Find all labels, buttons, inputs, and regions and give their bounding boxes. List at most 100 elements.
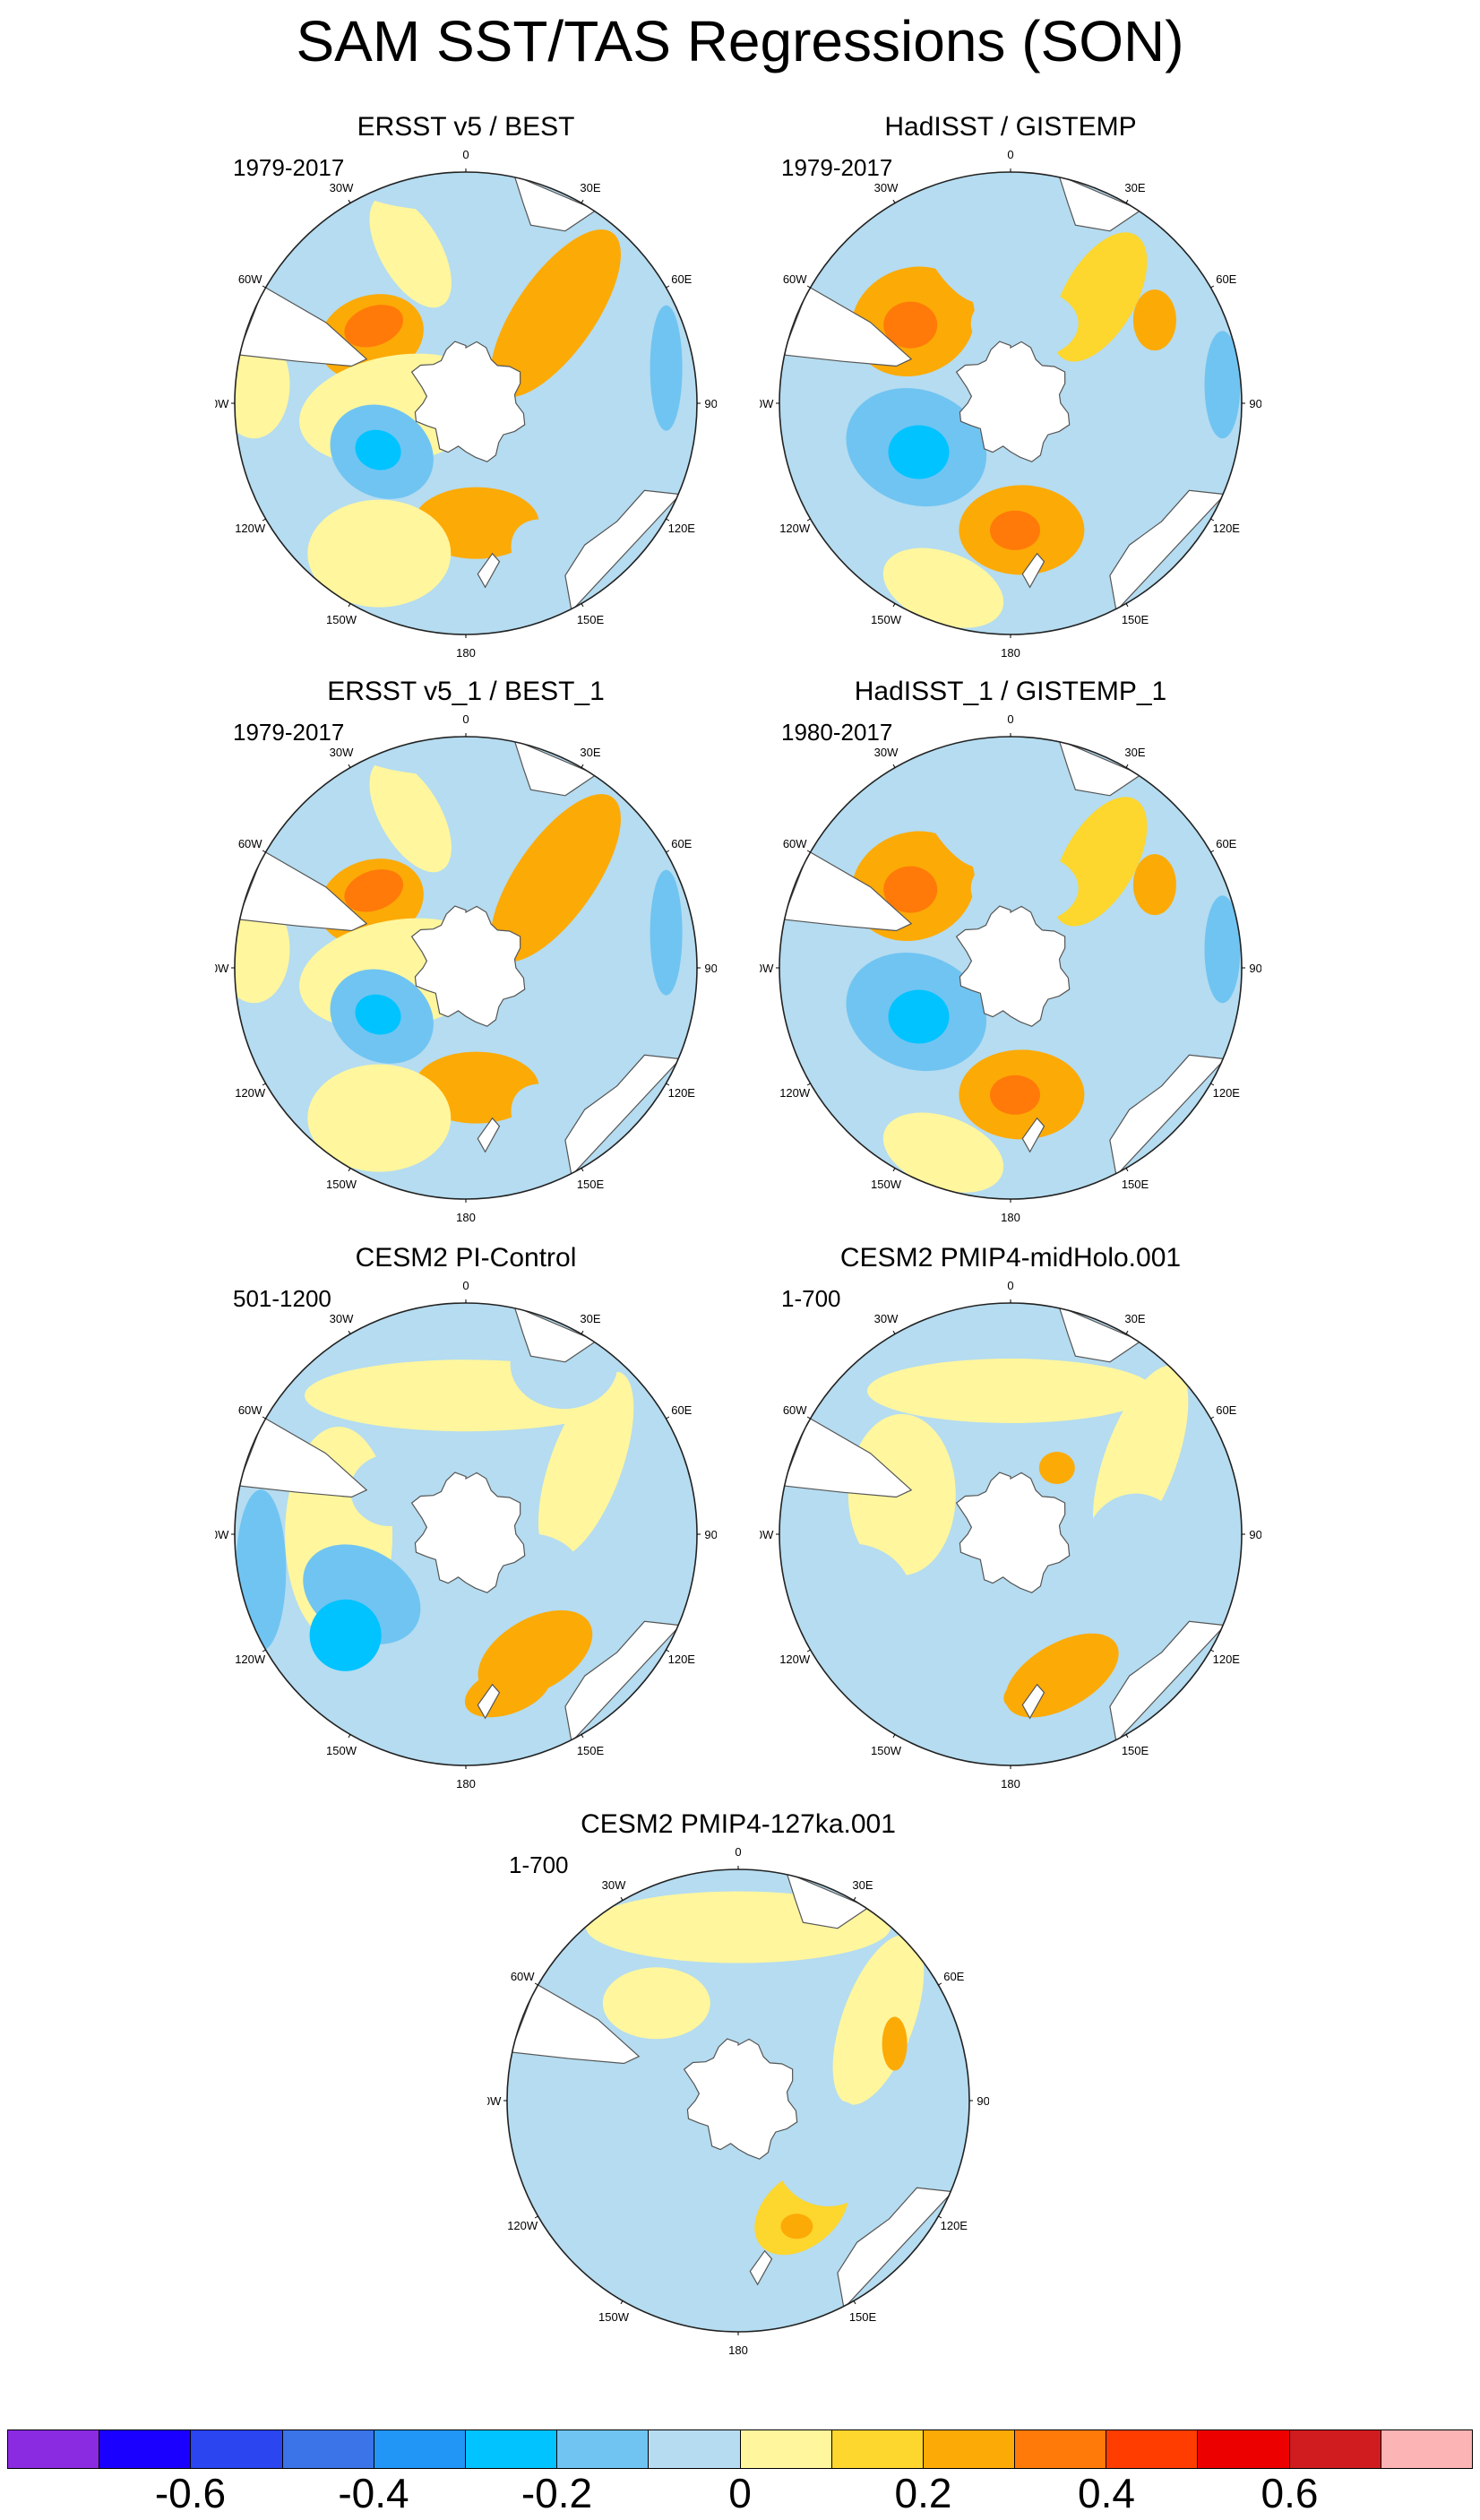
- longitude-label: 0: [462, 1279, 469, 1292]
- longitude-label: 90E: [977, 2094, 989, 2108]
- longitude-tick: [534, 2215, 538, 2219]
- regression-contour-region: [805, 1543, 912, 1636]
- longitude-tick: [262, 285, 266, 289]
- period-label: 1-700: [781, 1285, 841, 1312]
- colorbar-box: [191, 2430, 283, 2468]
- longitude-label: 90W: [487, 2094, 502, 2108]
- regression-contour-region: [355, 429, 401, 470]
- longitude-label: 120E: [1213, 522, 1241, 535]
- longitude-label: 30W: [330, 746, 354, 759]
- longitude-label: 180: [1001, 1211, 1020, 1224]
- map-panel-cesm2-127ka: 0 30E 60E 90E 120E 150E 180 150W 120W 90W 60W 30W C…: [487, 1808, 989, 2364]
- regression-contour-region: [883, 866, 938, 913]
- longitude-label: 180: [728, 2343, 748, 2357]
- longitude-label: 150W: [326, 613, 357, 626]
- regression-contour-region: [888, 425, 950, 479]
- longitude-label: 30E: [852, 1878, 873, 1892]
- regression-contour-region: [990, 1074, 1040, 1115]
- longitude-tick: [262, 1649, 266, 1653]
- antarctica-land: [955, 905, 1071, 1027]
- longitude-label: 150W: [326, 1178, 357, 1191]
- longitude-label: 150E: [1122, 1178, 1149, 1191]
- longitude-tick: [1125, 1168, 1129, 1172]
- longitude-label: 120W: [235, 1086, 266, 1100]
- polar-map: 0 30E 60E 90E 120E 150E 180 150W 120W 90W 60W 30W: [760, 1279, 1261, 1791]
- longitude-label: 120W: [779, 522, 811, 535]
- panel-title: CESM2 PI-Control: [355, 1243, 577, 1273]
- longitude-label: 120E: [1213, 1653, 1241, 1666]
- new-zealand-land: [1021, 1117, 1045, 1153]
- regression-contour-region: [650, 305, 683, 431]
- longitude-label: 60W: [238, 1403, 262, 1417]
- longitude-tick: [666, 1649, 670, 1653]
- regression-contour-region: [1204, 331, 1241, 439]
- map-panel-hadisst-gistemp: 0 30E 60E 90E 120E 150E 180 150W 120W 90W 60W 30W H…: [760, 111, 1261, 667]
- antarctica-land: [955, 341, 1071, 462]
- longitude-tick: [620, 1896, 624, 1901]
- longitude-tick: [1210, 285, 1215, 289]
- longitude-tick: [1125, 603, 1129, 608]
- regression-contour-region: [1204, 895, 1241, 1004]
- longitude-tick: [1210, 850, 1215, 853]
- period-label: 1979-2017: [233, 154, 345, 181]
- colorbar-box: [740, 2430, 832, 2468]
- antarctica-land: [955, 1471, 1071, 1593]
- panel-title: HadISST_1 / GISTEMP_1: [854, 677, 1167, 706]
- longitude-tick: [348, 199, 351, 203]
- colorbar-box: [1015, 2430, 1107, 2468]
- longitude-tick: [1210, 1416, 1215, 1420]
- longitude-tick: [666, 518, 670, 522]
- polar-map: 0 30E 60E 90E 120E 150E 180 150W 120W 90W 60W 30W: [215, 712, 717, 1224]
- new-zealand-land: [477, 1683, 501, 1720]
- regression-contour-region: [650, 869, 683, 996]
- longitude-label: 60E: [1216, 1403, 1236, 1417]
- antarctica-land: [683, 2038, 798, 2160]
- regression-contour-region: [780, 2214, 813, 2240]
- period-label: 1980-2017: [781, 719, 893, 746]
- longitude-label: 90W: [760, 962, 774, 975]
- regression-contour-region: [970, 852, 1079, 925]
- longitude-label: 150W: [326, 1744, 357, 1757]
- longitude-tick: [806, 850, 811, 853]
- longitude-label: 90E: [1249, 397, 1261, 410]
- longitude-tick: [806, 1083, 811, 1086]
- longitude-label: 90W: [215, 397, 229, 410]
- longitude-tick: [581, 603, 584, 608]
- longitude-tick: [853, 1896, 856, 1901]
- longitude-label: 0: [1007, 1279, 1013, 1292]
- longitude-label: 120W: [235, 1653, 266, 1666]
- longitude-label: 30E: [580, 181, 600, 194]
- longitude-tick: [666, 850, 670, 853]
- longitude-label: 120E: [668, 1653, 696, 1666]
- period-label: 501-1200: [233, 1285, 331, 1312]
- regression-contour-region: [990, 510, 1040, 550]
- longitude-label: 150E: [577, 613, 605, 626]
- longitude-label: 150E: [849, 2310, 877, 2324]
- longitude-label: 180: [456, 1211, 476, 1224]
- regression-contour-region: [1132, 854, 1176, 916]
- colorbar-box: [465, 2430, 558, 2468]
- colorbar-tick-label: 0.4: [1078, 2470, 1135, 2516]
- longitude-label: 150W: [871, 1744, 902, 1757]
- map-panel-ersst-best: 0 30E 60E 90E 120E 150E 180 150W 120W 90W 60W 30W E…: [215, 111, 717, 667]
- colorbar-box: [8, 2430, 100, 2468]
- longitude-tick: [581, 1330, 584, 1334]
- longitude-label: 60W: [783, 272, 807, 286]
- longitude-label: 30W: [330, 1312, 354, 1325]
- polar-map: 0 30E 60E 90E 120E 150E 180 150W 120W 90W 60W 30W: [760, 148, 1261, 660]
- polar-map: 0 30E 60E 90E 120E 150E 180 150W 120W 90W 60W 30W: [215, 1279, 717, 1791]
- colorbar-box: [649, 2430, 741, 2468]
- colorbar-box: [923, 2430, 1016, 2468]
- regression-contour-region: [350, 1454, 430, 1526]
- colorbar-tick-label: 0.6: [1261, 2470, 1319, 2516]
- longitude-tick: [581, 1734, 584, 1739]
- longitude-label: 0: [1007, 148, 1013, 161]
- regression-contour-region: [602, 1967, 710, 2040]
- regression-contour-region: [774, 2099, 882, 2206]
- polar-map: 0 30E 60E 90E 120E 150E 180 150W 120W 90W 60W 30W: [215, 148, 717, 660]
- longitude-tick: [892, 199, 896, 203]
- longitude-tick: [892, 764, 896, 768]
- period-label: 1-700: [509, 1851, 569, 1878]
- regression-contour-region: [882, 548, 1004, 628]
- longitude-label: 180: [456, 1777, 476, 1791]
